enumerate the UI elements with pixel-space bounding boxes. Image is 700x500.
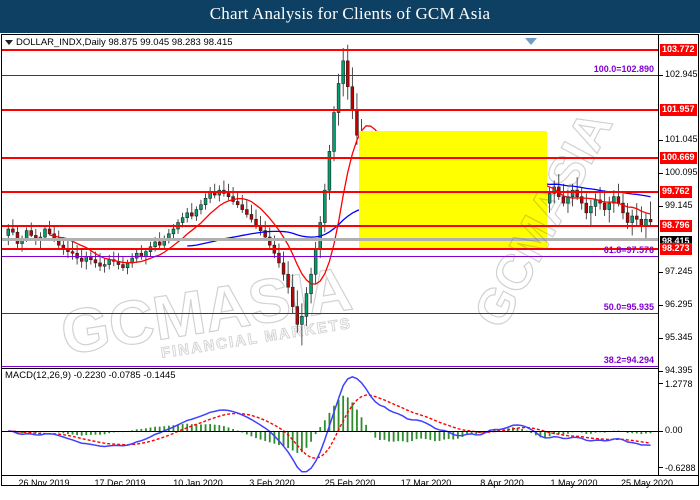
- axis-tick-label: 101.045: [665, 134, 698, 144]
- fib-line-382: [2, 366, 658, 367]
- fib-line-50: [2, 313, 658, 314]
- macd-axis-tick: [659, 383, 663, 384]
- chevron-down-icon[interactable]: [525, 38, 537, 45]
- date-label: 17 Mar 2020: [400, 478, 452, 488]
- axis-tick: [659, 371, 663, 372]
- date-label: 25 May 2020: [620, 478, 674, 488]
- axis-tick-label: 97.245: [665, 266, 693, 276]
- macd-axis-tick-label: -0.6288: [665, 463, 696, 473]
- fib-label-100: 100.0=102.890: [593, 64, 654, 74]
- fib-label-50: 50.0=95.935: [603, 302, 654, 312]
- current-price-line: [2, 238, 658, 241]
- axis-tick-label: 94.395: [665, 365, 693, 375]
- date-label: 3 Feb 2020: [249, 478, 295, 488]
- axis-tick: [659, 173, 663, 174]
- price-tag-103772: 103.772: [660, 44, 697, 56]
- price-tag-98273: 98.273: [660, 243, 692, 255]
- axis-tick: [659, 206, 663, 207]
- macd-pane[interactable]: MACD(12,26,9) -0.2230 -0.0785 -0.1445: [2, 368, 658, 475]
- fib-label-618: 61.8=97.576: [603, 245, 654, 255]
- resistance-line-101957: [2, 109, 658, 111]
- axis-tick: [659, 272, 663, 273]
- chart-frame: 100.0=102.890 61.8=97.576 50.0=95.935 38…: [1, 34, 699, 488]
- price-axis[interactable]: 102.945 101.045 100.095 99.145 97.245 96…: [658, 35, 698, 475]
- axis-tick-label: 96.295: [665, 299, 693, 309]
- axis-tick: [659, 338, 663, 339]
- fib-line-100: [2, 75, 658, 76]
- candlestick-series: [6, 44, 653, 346]
- price-pane[interactable]: 100.0=102.890 61.8=97.576 50.0=95.935 38…: [2, 35, 658, 368]
- axis-tick-label: 95.345: [665, 332, 693, 342]
- support-line-98273: [2, 248, 658, 250]
- price-tag-100669: 100.669: [660, 152, 697, 164]
- support-line-98796: [2, 225, 658, 227]
- price-tag-98796: 98.796: [660, 220, 692, 232]
- caret-down-icon[interactable]: [5, 39, 13, 45]
- macd-axis-tick: [659, 467, 663, 468]
- macd-axis-tick-label: 1.2778: [665, 379, 693, 389]
- axis-tick-label: 100.095: [665, 167, 698, 177]
- macd-series: [7, 375, 652, 473]
- axis-tick-label: 102.945: [665, 69, 698, 79]
- axis-tick: [659, 140, 663, 141]
- symbol-info-text: DOLLAR_INDX,Daily 98.875 99.045 98.283 9…: [16, 37, 233, 48]
- axis-tick-label: 99.145: [665, 200, 693, 210]
- fib-label-382: 38.2=94.294: [603, 355, 654, 365]
- axis-tick: [659, 305, 663, 306]
- highlight-box: [359, 131, 547, 249]
- macd-axis-tick: [659, 431, 663, 432]
- date-label: 1 May 2020: [550, 478, 598, 488]
- price-tag-101957: 101.957: [660, 104, 697, 116]
- macd-zero-line: [2, 431, 658, 432]
- price-tag-99762: 99.762: [660, 186, 692, 198]
- resistance-line-100669: [2, 157, 658, 159]
- fib-line-618: [2, 256, 658, 257]
- axis-tick: [659, 75, 663, 76]
- date-label: 26 Nov 2019: [18, 478, 70, 488]
- macd-info-bar: MACD(12,26,9) -0.2230 -0.0785 -0.1445: [5, 370, 176, 381]
- page-title: Chart Analysis for Clients of GCM Asia: [209, 4, 491, 23]
- support-line-99762: [2, 191, 658, 193]
- symbol-info-bar[interactable]: DOLLAR_INDX,Daily 98.875 99.045 98.283 9…: [5, 37, 233, 48]
- resistance-line-103772: [2, 49, 658, 51]
- macd-axis-tick-label: 0.00: [665, 425, 683, 435]
- date-label: 17 Dec 2019: [94, 478, 146, 488]
- date-label: 25 Feb 2020: [324, 478, 376, 488]
- date-axis[interactable]: 26 Nov 2019 17 Dec 2019 10 Jan 2020 3 Fe…: [2, 475, 698, 488]
- date-label: 8 Apr 2020: [480, 478, 524, 488]
- page-header: Chart Analysis for Clients of GCM Asia: [0, 0, 700, 33]
- date-label: 10 Jan 2020: [173, 478, 223, 488]
